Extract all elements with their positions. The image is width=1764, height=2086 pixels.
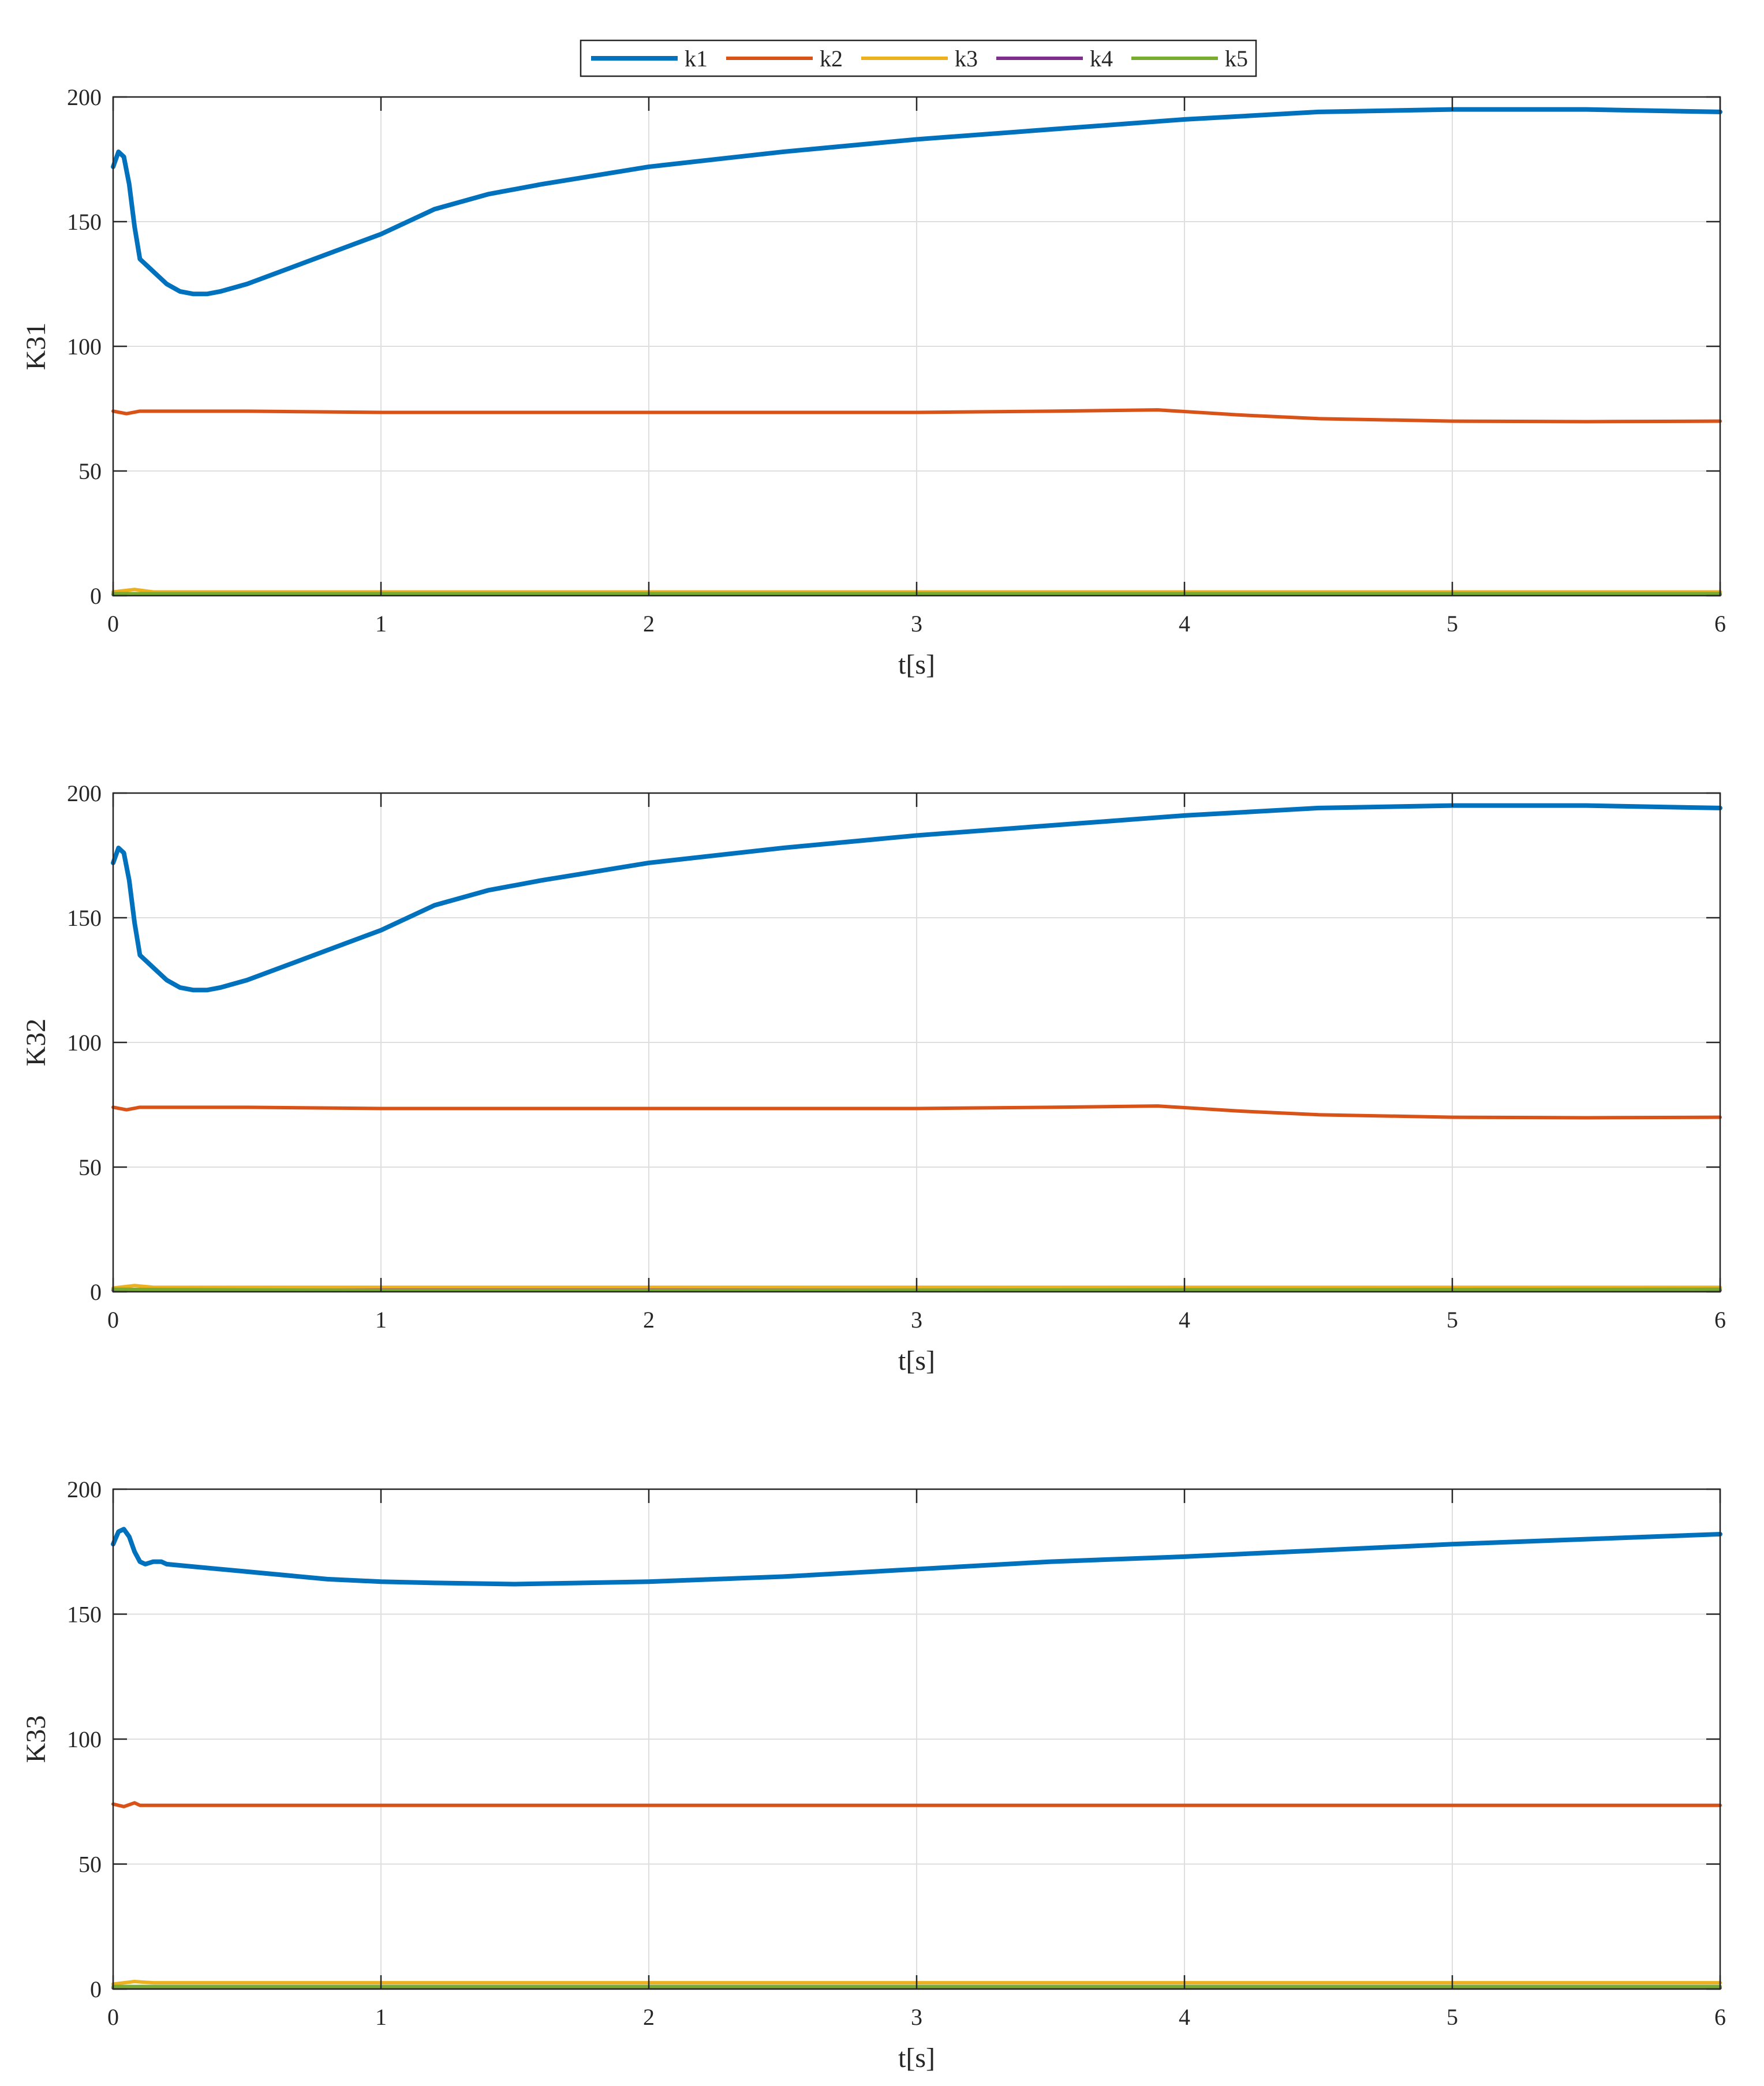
- legend-label: k1: [685, 46, 708, 72]
- x-tick-label: 0: [107, 2004, 119, 2030]
- x-tick-label: 1: [375, 2004, 387, 2030]
- x-tick-label: 5: [1447, 1307, 1458, 1333]
- y-axis-label: K33: [21, 1715, 51, 1763]
- x-axis-label: t[s]: [898, 2043, 935, 2073]
- x-tick-label: 2: [643, 1307, 655, 1333]
- series-line-k1: [111, 1527, 1722, 1587]
- x-tick-label: 5: [1447, 2004, 1458, 2030]
- x-tick-label: 6: [1714, 2004, 1726, 2030]
- series-line-k1: [111, 107, 1722, 297]
- y-tick-label: 0: [90, 583, 102, 609]
- legend-label: k3: [955, 46, 978, 72]
- y-tick-label: 100: [67, 1726, 102, 1752]
- y-tick-label: 50: [79, 1154, 102, 1180]
- x-tick-label: 1: [375, 1307, 387, 1333]
- x-tick-label: 5: [1447, 611, 1458, 637]
- y-tick-label: 200: [67, 1476, 102, 1502]
- series-line-k2: [111, 1104, 1722, 1120]
- legend-entry-k3: k3: [861, 46, 978, 72]
- legend: k1 k2 k3 k4 k5: [580, 39, 1257, 77]
- y-tick-label: 200: [67, 84, 102, 110]
- legend-entry-k2: k2: [726, 46, 843, 72]
- legend-label: k2: [820, 46, 843, 72]
- legend-entry-k5: k5: [1131, 46, 1248, 72]
- y-tick-label: 0: [90, 1279, 102, 1305]
- series-line-k2: [111, 1801, 1722, 1808]
- grid: [113, 97, 1720, 596]
- x-tick-label: 3: [911, 1307, 922, 1333]
- y-tick-label: 100: [67, 1030, 102, 1056]
- x-tick-label: 6: [1714, 611, 1726, 637]
- y-tick-label: 0: [90, 1976, 102, 2002]
- x-tick-label: 0: [107, 611, 119, 637]
- chart-panel-2: 0 1 2 3 4 5 6 0 50 100 150 200 t[s] K32: [21, 780, 1726, 1376]
- x-tick-label: 2: [643, 611, 655, 637]
- y-tick-label: 150: [67, 1602, 102, 1628]
- y-tick-label: 150: [67, 209, 102, 235]
- grid: [113, 793, 1720, 1292]
- x-tick-label: 1: [375, 611, 387, 637]
- legend-label: k5: [1225, 46, 1248, 72]
- x-tick-label: 4: [1179, 1307, 1190, 1333]
- x-tick-label: 4: [1179, 611, 1190, 637]
- x-tick-label: 4: [1179, 2004, 1190, 2030]
- legend-entry-k1: k1: [591, 46, 708, 72]
- x-tick-label: 3: [911, 2004, 922, 2030]
- x-tick-label: 0: [107, 1307, 119, 1333]
- y-tick-label: 100: [67, 334, 102, 360]
- x-tick-label: 3: [911, 611, 922, 637]
- grid: [113, 1489, 1720, 1989]
- series-line-k1: [111, 803, 1722, 993]
- y-axis-label: K32: [21, 1019, 51, 1067]
- y-tick-label: 200: [67, 780, 102, 806]
- chart-panel-1: 0 1 2 3 4 5 6 0 50 100 150 200 t[s] K31: [21, 84, 1726, 680]
- x-axis-label: t[s]: [898, 649, 935, 680]
- x-tick-label: 6: [1714, 1307, 1726, 1333]
- series-line-k2: [111, 408, 1722, 424]
- y-tick-label: 50: [79, 1852, 102, 1878]
- y-tick-label: 50: [79, 458, 102, 484]
- legend-label: k4: [1090, 46, 1113, 72]
- chart-panel-3: 0 1 2 3 4 5 6 0 50 100 150 200 t[s] K33: [21, 1476, 1726, 2073]
- y-tick-label: 150: [67, 905, 102, 931]
- x-tick-label: 2: [643, 2004, 655, 2030]
- y-axis-label: K31: [21, 323, 51, 371]
- x-axis-label: t[s]: [898, 1345, 935, 1376]
- legend-entry-k4: k4: [996, 46, 1113, 72]
